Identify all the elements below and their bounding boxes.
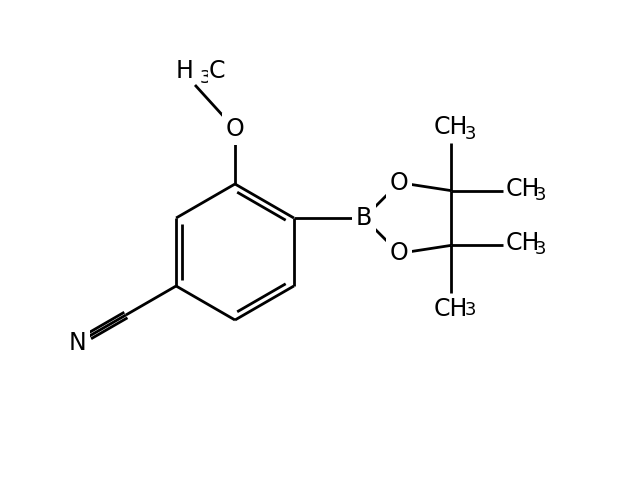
Text: 3: 3 [534,185,546,204]
Text: O: O [390,241,408,265]
Text: 3: 3 [464,301,476,320]
Text: CH: CH [434,114,468,139]
Text: H: H [175,59,193,83]
Text: C: C [209,59,225,83]
Text: O: O [390,171,408,195]
Text: 3: 3 [464,124,476,143]
Text: CH: CH [505,231,540,256]
Text: N: N [68,331,86,355]
Text: 3: 3 [534,240,546,259]
Text: CH: CH [434,297,468,322]
Text: O: O [226,117,244,141]
Text: B: B [356,206,372,230]
Text: 3: 3 [200,69,211,87]
Text: CH: CH [505,176,540,201]
